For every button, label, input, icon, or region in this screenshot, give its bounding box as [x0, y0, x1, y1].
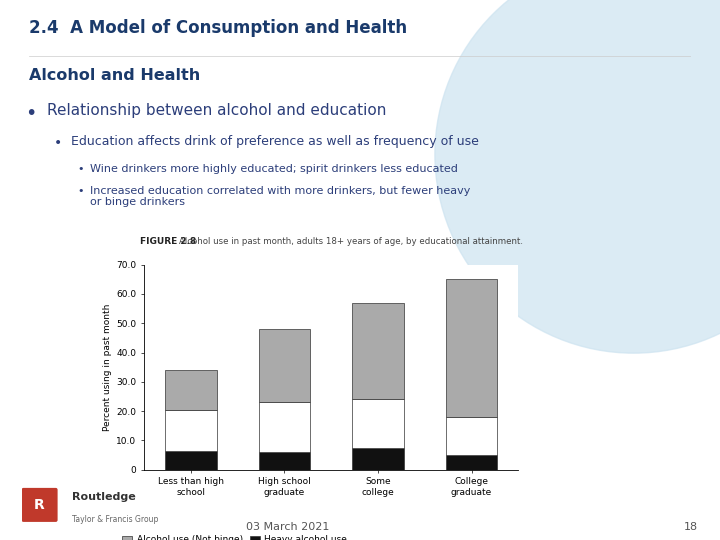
- Text: •: •: [54, 136, 62, 150]
- Bar: [446, 279, 498, 417]
- Text: Routledge: Routledge: [72, 492, 136, 502]
- Bar: [165, 370, 217, 410]
- Bar: [258, 452, 310, 470]
- Text: Relationship between alcohol and education: Relationship between alcohol and educati…: [47, 103, 386, 118]
- Text: Education affects drink of preference as well as frequency of use: Education affects drink of preference as…: [71, 135, 478, 148]
- Bar: [446, 417, 498, 455]
- Circle shape: [435, 0, 720, 353]
- Bar: [165, 410, 217, 451]
- Bar: [352, 448, 404, 470]
- Text: Wine drinkers more highly educated; spirit drinkers less educated: Wine drinkers more highly educated; spir…: [90, 164, 458, 174]
- Text: 03 March 2021: 03 March 2021: [246, 522, 330, 532]
- Bar: [352, 400, 404, 448]
- Text: •: •: [25, 104, 37, 123]
- Text: Increased education correlated with more drinkers, but fewer heavy
or binge drin: Increased education correlated with more…: [90, 186, 470, 207]
- Y-axis label: Percent using in past month: Percent using in past month: [103, 303, 112, 431]
- Text: 18: 18: [684, 522, 698, 532]
- Bar: [258, 402, 310, 452]
- Text: •: •: [78, 186, 84, 197]
- Bar: [352, 303, 404, 400]
- Bar: [165, 451, 217, 470]
- Text: Alcohol use in past month, adults 18+ years of age, by educational attainment.: Alcohol use in past month, adults 18+ ye…: [179, 237, 523, 246]
- Text: Taylor & Francis Group: Taylor & Francis Group: [72, 515, 158, 524]
- Legend: Alcohol use (Not binge), Binge use (Not heavy), Heavy alcohol use: Alcohol use (Not binge), Binge use (Not …: [119, 532, 351, 540]
- FancyBboxPatch shape: [22, 488, 58, 522]
- Text: •: •: [78, 164, 84, 174]
- Text: FIGURE 2.8: FIGURE 2.8: [140, 237, 197, 246]
- Bar: [446, 455, 498, 470]
- Text: Alcohol and Health: Alcohol and Health: [29, 68, 200, 83]
- Text: 2.4  A Model of Consumption and Health: 2.4 A Model of Consumption and Health: [29, 19, 407, 37]
- Text: R: R: [35, 498, 45, 512]
- Bar: [258, 329, 310, 402]
